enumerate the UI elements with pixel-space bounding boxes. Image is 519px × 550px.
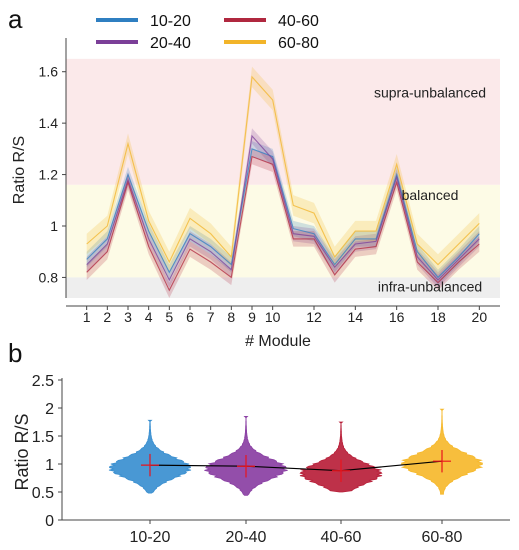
a-y-axis-label: Ratio R/S: [11, 136, 28, 204]
a-x-tick-label: 3: [124, 309, 132, 325]
a-line-60-80: [86, 75, 480, 266]
panel-b-chart: 0 0.5 1 1.5 2 2.5 10-20 20-40 40-60 60-80 Ratio R…: [12, 373, 510, 546]
a-x-tick-label: 7: [207, 309, 215, 325]
a-y-tick-label: 1.4: [39, 115, 59, 131]
b-violin-40-60: [299, 421, 383, 493]
a-x-tick-label: 20: [472, 309, 488, 325]
a-series-lines: [86, 75, 480, 292]
b-x-tick-label: 10-20: [130, 529, 171, 546]
a-region-0: [66, 58, 500, 185]
a-x-tick-label: 16: [389, 309, 405, 325]
a-y-tick-label: 1.6: [39, 64, 59, 80]
a-line-10-20: [86, 148, 480, 279]
a-legend-label-60-80: 60-80: [278, 35, 319, 52]
a-line-40-60: [86, 155, 480, 292]
b-axes: 0 0.5 1 1.5 2 2.5 10-20 20-40 40-60 60-80: [32, 373, 510, 546]
b-x-tick-label: 40-60: [321, 529, 362, 546]
a-x-tick-label: 4: [145, 309, 153, 325]
a-y-tick-label: 0.8: [39, 269, 59, 285]
a-x-tick-label: 14: [348, 309, 364, 325]
a-band-20-40: [86, 128, 480, 288]
panel-a-label: a: [8, 4, 23, 34]
b-x-tick-label: 20-40: [226, 529, 267, 546]
a-band-40-60: [86, 148, 480, 298]
a-x-tick-label: 10: [265, 309, 281, 325]
a-x-tick-label: 6: [186, 309, 194, 325]
a-legend-label-10-20: 10-20: [150, 13, 191, 30]
a-y-tick-label: 1.2: [39, 167, 59, 183]
a-region-label-2: infra-unbalanced: [378, 278, 482, 294]
panel-b-label: b: [8, 338, 22, 368]
b-y-tick-label: 1: [45, 457, 54, 474]
a-x-tick-label: 2: [103, 309, 111, 325]
b-y-tick-label: 2: [45, 401, 54, 418]
a-region-label-0: supra-unbalanced: [374, 84, 486, 100]
b-y-tick-label: 0: [45, 513, 54, 530]
a-legend: 10-20 20-40 40-60 60-80: [96, 13, 319, 52]
b-y-tick-label: 2.5: [32, 373, 54, 390]
panel-a-chart: supra-unbalanced balanced infra-unbalanced…: [11, 13, 500, 350]
a-x-tick-label: 1: [83, 309, 91, 325]
a-axes: 0.811.21.41.61 2 3 4 5 6 7 8 9 10 12 14 16 18 20: [39, 38, 500, 325]
a-region-2: [66, 277, 500, 298]
a-region-labels: supra-unbalanced balanced infra-unbalanced: [374, 84, 486, 294]
a-legend-label-20-40: 20-40: [150, 35, 191, 52]
a-x-tick-label: 8: [227, 309, 235, 325]
a-x-tick-label: 12: [306, 309, 322, 325]
a-x-tick-label: 9: [248, 309, 256, 325]
b-mean-markers: [141, 450, 451, 482]
a-x-axis-label: # Module: [245, 333, 311, 350]
b-y-tick-label: 1.5: [32, 429, 54, 446]
a-legend-label-40-60: 40-60: [278, 13, 319, 30]
b-y-axis-label: Ratio R/S: [12, 413, 32, 490]
a-x-tick-label: 18: [430, 309, 446, 325]
a-line-20-40: [86, 134, 480, 282]
b-mean-connector-line: [149, 460, 443, 472]
a-x-tick-label: 5: [165, 309, 173, 325]
b-y-tick-label: 0.5: [32, 485, 54, 502]
b-x-tick-label: 60-80: [422, 529, 463, 546]
a-region-label-1: balanced: [402, 187, 459, 203]
b-violins: [108, 408, 484, 496]
a-y-tick-label: 1: [50, 218, 58, 234]
